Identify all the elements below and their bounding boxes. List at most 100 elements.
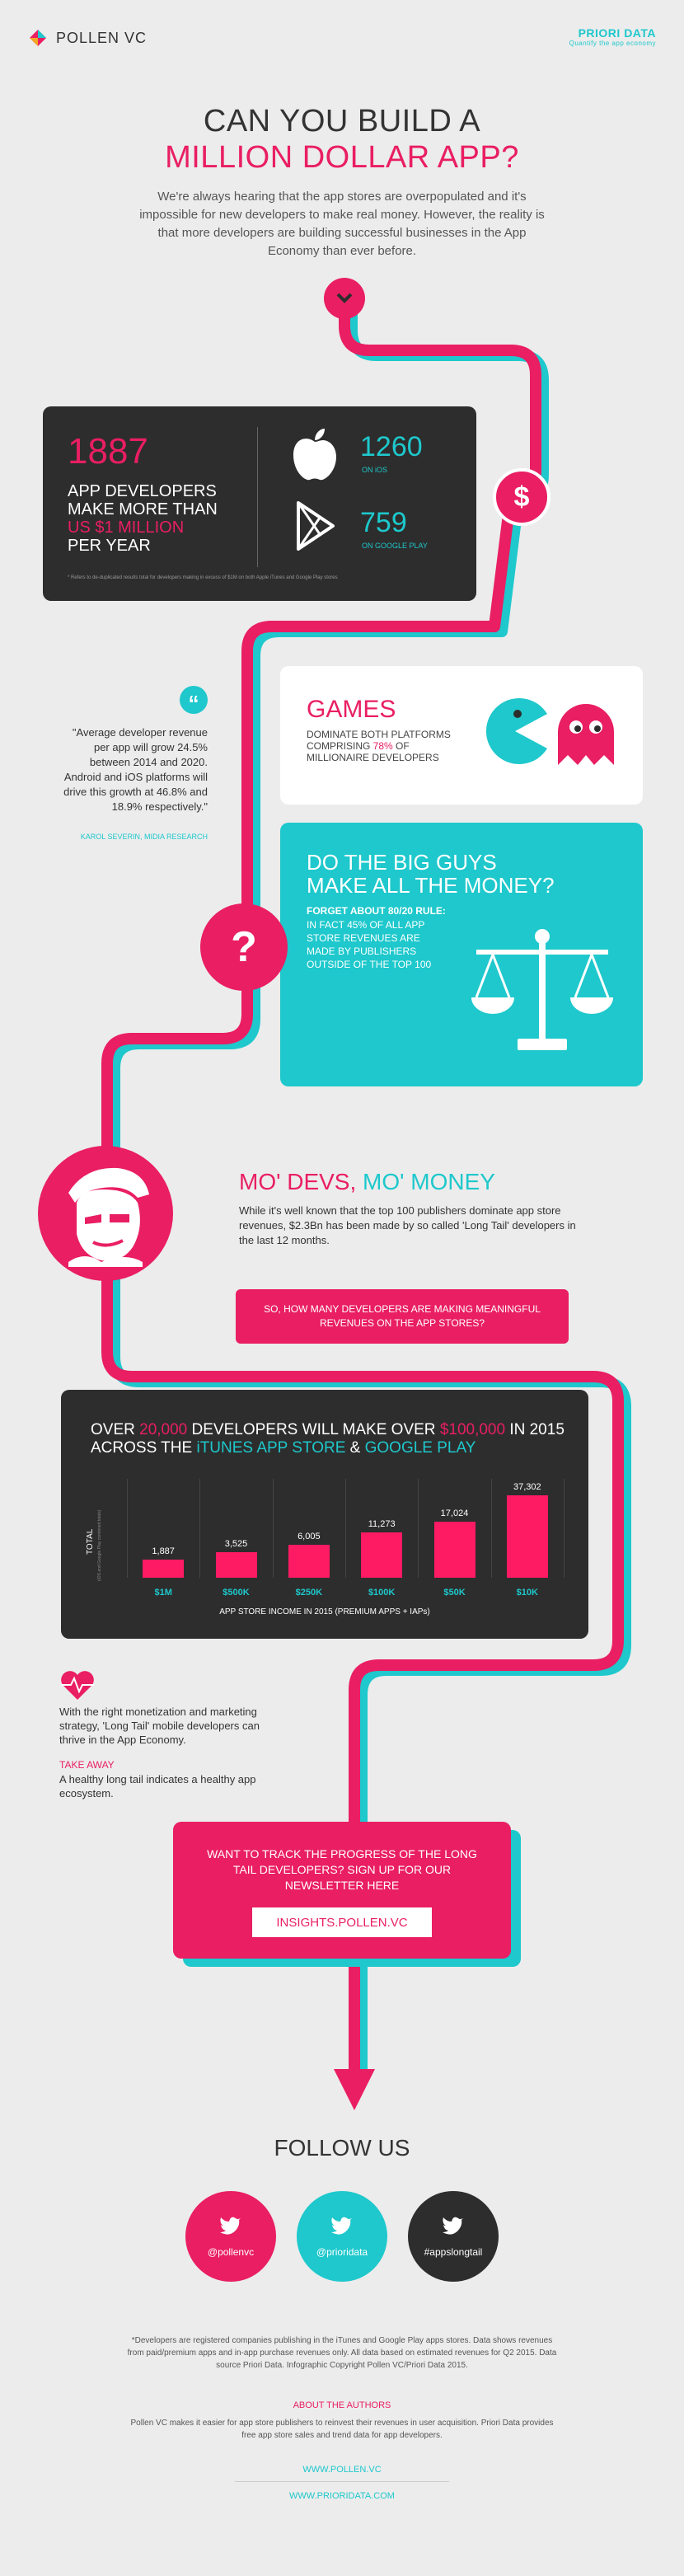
partner-logo[interactable]: PRIORI DATA Quantify the app economy <box>569 26 656 47</box>
games-card: GAMES DOMINATE BOTH PLATFORMS COMPRISING… <box>280 666 643 805</box>
chart-bar <box>506 1495 548 1578</box>
chart-bar <box>215 1552 257 1578</box>
chart-category-label: $100K <box>368 1588 396 1598</box>
google-play-value: 759 <box>360 507 407 538</box>
twitter-icon <box>220 2217 241 2235</box>
big-guys-title-1: DO THE BIG GUYS <box>307 850 497 875</box>
chart-gridline <box>490 1479 492 1578</box>
chart-category-label: $50K <box>443 1588 466 1598</box>
stats-line-4: PER YEAR <box>68 537 151 555</box>
follow-prioridata-button[interactable]: @prioridata <box>297 2191 387 2282</box>
takeaway-body: With the right monetization and marketin… <box>59 1706 260 1746</box>
page-title: CAN YOU BUILD A MILLION DOLLAR APP? <box>0 103 684 176</box>
brand-logo[interactable]: POLLEN VC <box>28 28 147 48</box>
mo-devs-title-2: MO' MONEY <box>363 1169 495 1194</box>
chart-gridline <box>345 1479 346 1578</box>
follow-title: FOLLOW US <box>274 2135 410 2161</box>
chart-plot: 1,887 $1M 3,525 $500K 6,005 $250K 11,273 $100K 1… <box>127 1479 565 1598</box>
big-guys-body: IN FACT 45% OF ALL APP STORE REVENUES AR… <box>307 919 432 970</box>
stats-line-3: US $1 MILLION <box>68 518 185 537</box>
mo-devs-body: While it's well known that the top 100 p… <box>239 1204 576 1246</box>
chart-value-label: 3,525 <box>224 1539 248 1550</box>
big-guys-card: DO THE BIG GUYS MAKE ALL THE MONEY? FORG… <box>280 823 643 1086</box>
quote-text: "Average developer revenue per app will … <box>63 726 208 813</box>
newsletter-text: WANT TO TRACK THE PROGRESS OF THE LONG T… <box>207 1847 477 1892</box>
chart-heading-line-2: ACROSS THE iTUNES APP STORE & GOOGLE PLA… <box>91 1439 476 1457</box>
handle-appslongtail: #appslongtail <box>424 2246 483 2258</box>
games-description: DOMINATE BOTH PLATFORMS COMPRISING 78% O… <box>307 729 451 763</box>
games-title: GAMES <box>307 696 396 723</box>
handle-prioridata: @prioridata <box>316 2246 368 2258</box>
partner-name: PRIORI DATA <box>578 26 656 40</box>
pollen-logo-icon <box>30 30 46 46</box>
partner-tagline: Quantify the app economy <box>569 40 656 47</box>
takeaway-label: TAKE AWAY <box>59 1759 115 1771</box>
footer-disclaimer: *Developers are registered companies pub… <box>127 2336 557 2370</box>
chart-category-label: $250K <box>295 1588 323 1598</box>
quote-icon: “ <box>180 686 208 714</box>
games-line-1: DOMINATE BOTH PLATFORMS <box>307 729 451 740</box>
chart-ylabel: TOTAL <box>86 1528 95 1555</box>
big-guys-title: DO THE BIG GUYS MAKE ALL THE MONEY? <box>307 851 555 897</box>
games-line-3: MILLIONAIRE DEVELOPERS <box>307 752 439 763</box>
heart-pulse-icon <box>61 1671 94 1700</box>
title-line-2: MILLION DOLLAR APP? <box>165 140 519 175</box>
google-play-label: ON GOOGLE PLAY <box>362 542 428 550</box>
chart-value-label: 17,024 <box>440 1509 469 1519</box>
about-title: ABOUT THE AUTHORS <box>293 2400 391 2410</box>
stats-footnote: * Refers to de-duplicated results total … <box>68 575 338 580</box>
question-banner: SO, HOW MANY DEVELOPERS ARE MAKING MEANI… <box>236 1289 569 1344</box>
follow-appslongtail-button[interactable]: #appslongtail <box>408 2191 499 2282</box>
chart-gridline <box>199 1479 201 1578</box>
chart-heading-line-1: OVER 20,000 DEVELOPERS WILL MAKE OVER $1… <box>91 1421 565 1438</box>
portrait-circle <box>38 1146 173 1281</box>
chart-category-label: $10K <box>516 1588 538 1598</box>
brand-name: POLLEN VC <box>56 29 148 46</box>
games-line-2: COMPRISING 78% OF <box>307 740 410 752</box>
stats-line-1: APP DEVELOPERS <box>68 482 217 500</box>
chart-bar <box>433 1522 476 1578</box>
newsletter-signup-button[interactable]: INSIGHTS.POLLEN.VC <box>252 1907 432 1937</box>
chart-value-label: 11,273 <box>368 1519 396 1530</box>
chart-value-label: 6,005 <box>297 1531 321 1541</box>
chart-gridline <box>272 1479 274 1578</box>
google-play-icon <box>297 501 335 551</box>
newsletter-card: WANT TO TRACK THE PROGRESS OF THE LONG T… <box>173 1822 511 1959</box>
chart-xlabel: APP STORE INCOME IN 2015 (PREMIUM APPS +… <box>219 1607 430 1616</box>
takeaway-text: A healthy long tail indicates a healthy … <box>59 1773 256 1799</box>
stats-line-2: MAKE MORE THAN <box>68 500 218 518</box>
scales-icon <box>471 929 613 1050</box>
quote-author: KAROL SEVERIN, MIDIA RESEARCH <box>80 833 208 841</box>
chart-bar <box>143 1559 185 1578</box>
chevron-down-icon <box>336 293 353 303</box>
notorious-big-portrait-icon <box>68 1167 149 1267</box>
question-mark-icon: ? <box>231 923 257 971</box>
dollar-icon: $ <box>513 481 530 513</box>
pacman-icon <box>485 698 547 764</box>
ios-label: ON iOS <box>362 466 388 474</box>
big-guys-subtitle: FORGET ABOUT 80/20 RULE: <box>307 905 446 917</box>
chart-category-label: $500K <box>223 1588 250 1598</box>
stats-description: APP DEVELOPERS MAKE MORE THAN US $1 MILL… <box>68 482 218 555</box>
chart-heading: OVER 20,000 DEVELOPERS WILL MAKE OVER $1… <box>91 1421 565 1457</box>
mo-devs-title-1: MO' DEVS, <box>239 1169 363 1194</box>
chart-category-label: $1M <box>154 1588 172 1598</box>
chart-gridline <box>418 1479 419 1578</box>
pollen-website-link[interactable]: WWW.POLLEN.VC <box>302 2465 382 2475</box>
chart-bar <box>361 1532 403 1578</box>
prioridata-website-link[interactable]: WWW.PRIORIDATA.COM <box>289 2491 395 2501</box>
question-circle: ? <box>200 903 288 991</box>
chart-value-label: 37,302 <box>513 1482 541 1492</box>
chart-ylabel-sub: (iOS and Google Play combined totals) <box>97 1509 102 1581</box>
ios-value: 1260 <box>360 431 423 462</box>
twitter-icon <box>443 2217 463 2235</box>
games-percent: 78% <box>372 740 393 752</box>
apple-icon <box>293 429 336 481</box>
follow-pollenvc-button[interactable]: @pollenvc <box>185 2191 276 2282</box>
stats-divider <box>257 427 258 567</box>
scroll-down-button[interactable] <box>324 278 365 319</box>
chart-panel: OVER 20,000 DEVELOPERS WILL MAKE OVER $1… <box>61 1390 588 1639</box>
mo-devs-title: MO' DEVS, MO' MONEY <box>239 1169 495 1195</box>
question-banner-text: SO, HOW MANY DEVELOPERS ARE MAKING MEANI… <box>264 1303 541 1329</box>
